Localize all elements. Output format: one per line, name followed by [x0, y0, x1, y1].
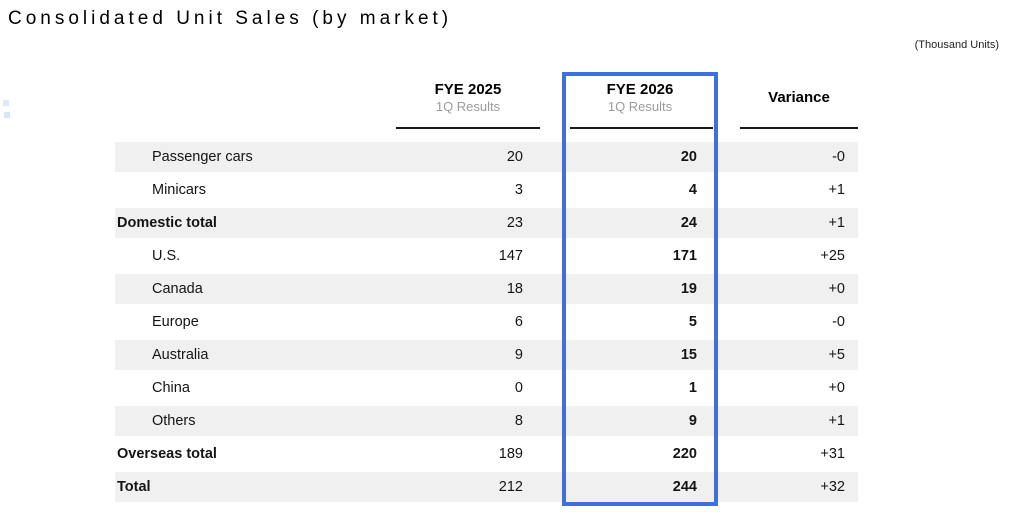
column-gap	[540, 307, 562, 337]
table-row: Europe 6 5 -0	[115, 307, 858, 340]
fye2026-value: 4	[688, 182, 697, 198]
column-label-fye2025: FYE 2025	[434, 81, 502, 98]
table-body: Passenger cars 20 20 -0 Minicars 3 4 +1 …	[115, 142, 858, 505]
fye2025-value: 23	[506, 215, 523, 231]
fye2025-value: 20	[506, 149, 523, 165]
row-label: Domestic total	[117, 215, 217, 231]
table-row: Minicars 3 4 +1	[115, 175, 858, 208]
fye2026-value: 244	[672, 479, 697, 495]
fye2025-value: 18	[506, 281, 523, 297]
table-row: U.S. 147 171 +25	[115, 241, 858, 274]
fye2026-value: 20	[680, 149, 697, 165]
header-underline-fye2025	[396, 127, 540, 129]
variance-value: +1	[828, 182, 845, 198]
row-label: Europe	[152, 314, 199, 330]
fye2026-value: 9	[688, 413, 697, 429]
column-gap	[540, 208, 562, 238]
column-gap	[540, 340, 562, 370]
unit-note: (Thousand Units)	[914, 39, 999, 51]
column-header-variance: Variance	[740, 89, 858, 106]
header-underline-fye2026	[570, 127, 713, 129]
column-gap	[540, 472, 562, 502]
row-label: Overseas total	[117, 446, 217, 462]
fye2025-value: 189	[498, 446, 523, 462]
column-gap	[540, 241, 562, 271]
variance-value: -0	[832, 314, 845, 330]
column-header-fye2025: FYE 2025 1Q Results	[396, 81, 540, 114]
column-gap	[540, 406, 562, 436]
column-gap	[540, 142, 562, 172]
variance-value: +0	[828, 281, 845, 297]
table-row: Australia 9 15 +5	[115, 340, 858, 373]
column-gap	[540, 439, 562, 469]
variance-value: +1	[828, 215, 845, 231]
fye2026-value: 220	[672, 446, 697, 462]
variance-value: -0	[832, 149, 845, 165]
fye2026-value: 1	[688, 380, 697, 396]
column-gap	[540, 274, 562, 304]
column-header-fye2026: FYE 2026 1Q Results	[566, 81, 714, 114]
table-row: Total 212 244 +32	[115, 472, 858, 505]
row-label: Total	[117, 479, 151, 495]
column-label-fye2026: FYE 2026	[606, 81, 674, 98]
left-edge-artifact	[3, 100, 9, 106]
row-label: China	[152, 380, 190, 396]
row-label: U.S.	[152, 248, 181, 264]
fye2026-value: 19	[680, 281, 697, 297]
column-gap	[540, 373, 562, 403]
table-row: Canada 18 19 +0	[115, 274, 858, 307]
fye2025-value: 0	[514, 380, 523, 396]
row-label: Canada	[152, 281, 203, 297]
fye2026-value: 5	[688, 314, 697, 330]
fye2025-value: 147	[498, 248, 523, 264]
column-sublabel-fye2025: 1Q Results	[435, 99, 501, 114]
fye2025-value: 6	[514, 314, 523, 330]
column-sublabel-fye2026: 1Q Results	[607, 99, 673, 114]
variance-value: +5	[828, 347, 845, 363]
row-label: Australia	[152, 347, 209, 363]
fye2026-value: 24	[680, 215, 697, 231]
header-underline-variance	[740, 127, 858, 129]
fye2025-value: 9	[514, 347, 523, 363]
row-label: Minicars	[152, 182, 206, 198]
variance-value: +31	[820, 446, 845, 462]
table-row: Others 8 9 +1	[115, 406, 858, 439]
column-label-variance: Variance	[768, 89, 830, 106]
table-row: China 0 1 +0	[115, 373, 858, 406]
variance-value: +0	[828, 380, 845, 396]
row-label: Passenger cars	[152, 149, 253, 165]
row-label: Others	[152, 413, 196, 429]
fye2025-value: 212	[498, 479, 523, 495]
variance-value: +1	[828, 413, 845, 429]
fye2025-value: 8	[514, 413, 523, 429]
table-row: Overseas total 189 220 +31	[115, 439, 858, 472]
fye2025-value: 3	[514, 182, 523, 198]
variance-value: +32	[820, 479, 845, 495]
fye2026-value: 15	[680, 347, 697, 363]
table-row: Passenger cars 20 20 -0	[115, 142, 858, 175]
column-gap	[540, 175, 562, 205]
page-title: Consolidated Unit Sales (by market)	[8, 8, 453, 29]
fye2026-value: 171	[672, 248, 697, 264]
variance-value: +25	[820, 248, 845, 264]
table-row: Domestic total 23 24 +1	[115, 208, 858, 241]
